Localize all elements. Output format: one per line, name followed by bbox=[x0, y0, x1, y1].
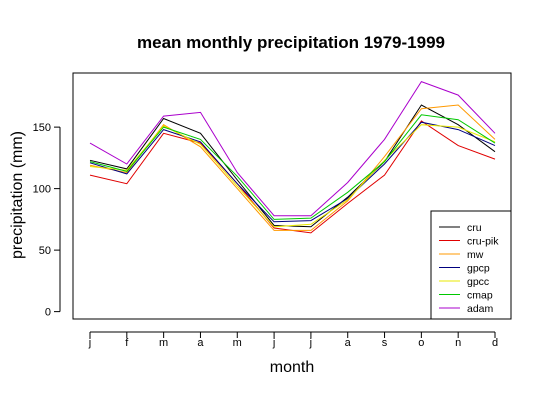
series-layer bbox=[89, 80, 496, 234]
legend-box bbox=[430, 210, 512, 320]
plot-frame bbox=[72, 72, 512, 320]
y-tick-label: 100 bbox=[33, 184, 51, 196]
series-line-cru bbox=[89, 104, 496, 228]
legend-label-gpcc: gpcc bbox=[467, 276, 489, 288]
series-line-gpcc bbox=[89, 124, 496, 228]
chart-title: mean monthly precipitation 1979-1999 bbox=[137, 33, 445, 52]
x-tick-label: n bbox=[455, 337, 461, 349]
legend-label-mw: mw bbox=[467, 249, 484, 261]
legend-label-gpcp: gpcp bbox=[467, 263, 490, 275]
y-axis: 0 50 100 150 bbox=[33, 122, 61, 319]
legend-label-cru: cru bbox=[467, 222, 482, 234]
x-tick-label: f bbox=[125, 337, 129, 349]
legend-label-cmap: cmap bbox=[467, 290, 493, 302]
x-tick-label: j bbox=[88, 337, 91, 349]
x-tick-label: s bbox=[382, 337, 388, 349]
y-axis-title: precipitation (mm) bbox=[9, 131, 26, 259]
x-tick-label: j bbox=[272, 337, 275, 349]
x-tick-label: m bbox=[159, 337, 168, 349]
series-line-cmap bbox=[89, 114, 496, 220]
x-tick-label: m bbox=[233, 337, 242, 349]
x-tick-label: a bbox=[197, 337, 204, 349]
series-line-gpcp bbox=[89, 121, 496, 223]
x-axis-title: month bbox=[270, 359, 314, 376]
legend-label-cru-pik: cru-pik bbox=[467, 236, 499, 248]
y-tick-label: 0 bbox=[45, 307, 51, 319]
x-tick-label: o bbox=[418, 337, 424, 349]
x-tick-label: a bbox=[345, 337, 352, 349]
y-tick-label: 150 bbox=[33, 122, 51, 134]
legend-label-adam: adam bbox=[467, 303, 494, 315]
x-tick-label: j bbox=[309, 337, 312, 349]
series-line-adam bbox=[89, 80, 496, 217]
x-tick-label: d bbox=[492, 337, 498, 349]
y-tick-label: 50 bbox=[39, 245, 51, 257]
